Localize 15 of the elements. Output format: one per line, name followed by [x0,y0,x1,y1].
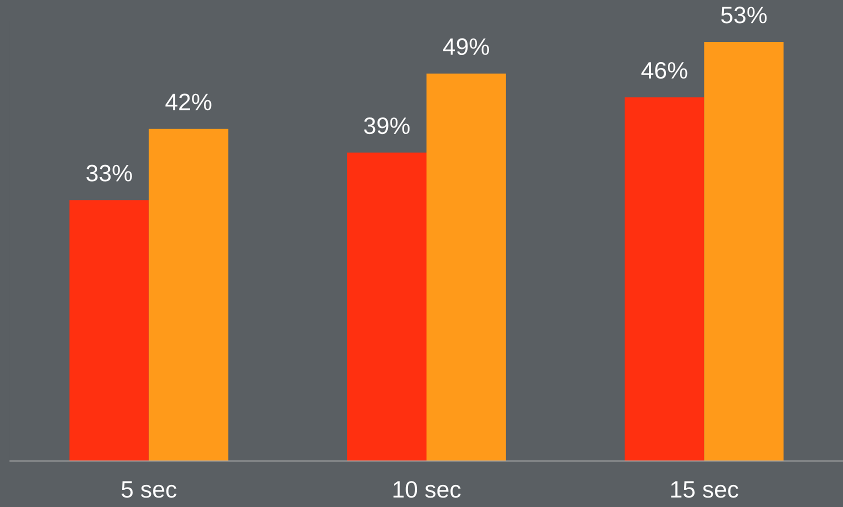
data-label: 42% [165,94,212,110]
data-label: 39% [364,117,410,134]
bar [426,74,506,461]
data-label: 33% [86,164,132,182]
data-label: 49% [443,38,489,56]
bar [347,152,426,461]
bar [704,42,784,461]
x-tick-label: 10 sec [394,481,461,498]
bar [148,128,228,461]
x-tick-label: 5 sec [122,481,176,498]
data-label: 46% [641,62,688,79]
x-tick-label: 15 sec [671,481,738,498]
bar [69,200,149,461]
data-label: 53% [721,6,767,24]
bar [624,97,704,461]
